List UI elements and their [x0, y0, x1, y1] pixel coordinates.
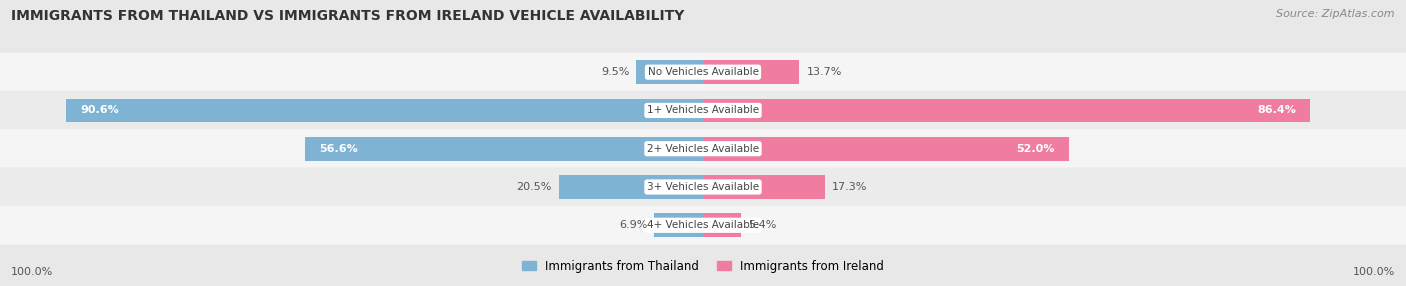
Text: 17.3%: 17.3%	[832, 182, 868, 192]
Bar	[560, 175, 703, 199]
FancyBboxPatch shape	[0, 53, 1406, 92]
Text: 3+ Vehicles Available: 3+ Vehicles Available	[647, 182, 759, 192]
Bar	[703, 137, 1069, 160]
Text: 86.4%: 86.4%	[1257, 106, 1296, 116]
Legend: Immigrants from Thailand, Immigrants from Ireland: Immigrants from Thailand, Immigrants fro…	[517, 255, 889, 277]
Text: 6.9%: 6.9%	[619, 220, 647, 230]
FancyBboxPatch shape	[0, 91, 1406, 130]
Text: 1+ Vehicles Available: 1+ Vehicles Available	[647, 106, 759, 116]
Text: 13.7%: 13.7%	[807, 67, 842, 77]
Text: 56.6%: 56.6%	[319, 144, 359, 154]
Bar	[703, 175, 824, 199]
FancyBboxPatch shape	[0, 168, 1406, 206]
Text: 52.0%: 52.0%	[1017, 144, 1054, 154]
Bar	[637, 60, 703, 84]
Text: 90.6%: 90.6%	[80, 106, 120, 116]
Bar	[703, 99, 1310, 122]
Text: No Vehicles Available: No Vehicles Available	[648, 67, 758, 77]
Text: 100.0%: 100.0%	[1353, 267, 1395, 277]
Bar	[703, 213, 741, 237]
Text: 100.0%: 100.0%	[11, 267, 53, 277]
Bar	[66, 99, 703, 122]
Text: 20.5%: 20.5%	[516, 182, 551, 192]
Text: 9.5%: 9.5%	[600, 67, 630, 77]
Bar	[654, 213, 703, 237]
FancyBboxPatch shape	[0, 129, 1406, 168]
Text: 5.4%: 5.4%	[748, 220, 776, 230]
Text: 4+ Vehicles Available: 4+ Vehicles Available	[647, 220, 759, 230]
Text: 2+ Vehicles Available: 2+ Vehicles Available	[647, 144, 759, 154]
Bar	[703, 60, 799, 84]
Text: IMMIGRANTS FROM THAILAND VS IMMIGRANTS FROM IRELAND VEHICLE AVAILABILITY: IMMIGRANTS FROM THAILAND VS IMMIGRANTS F…	[11, 9, 685, 23]
FancyBboxPatch shape	[0, 206, 1406, 245]
Bar	[305, 137, 703, 160]
Text: Source: ZipAtlas.com: Source: ZipAtlas.com	[1277, 9, 1395, 19]
